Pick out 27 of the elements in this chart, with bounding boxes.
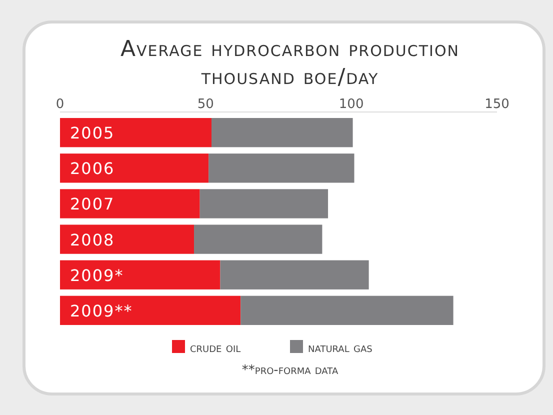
chart-title: Average hydrocarbon production <box>120 37 460 62</box>
bar <box>60 189 200 218</box>
text: **pro-forma data <box>242 363 339 378</box>
x-tick-label: 100 <box>338 97 364 112</box>
y-tick-label: 2006 <box>70 159 115 178</box>
bar <box>60 224 194 254</box>
bar <box>60 118 212 148</box>
y-tick-label: 2005 <box>70 124 115 143</box>
legend-label: crude oil <box>190 341 241 356</box>
legend-label: natural gas <box>308 341 373 356</box>
x-tick-label: 50 <box>197 97 214 112</box>
bar <box>60 296 241 325</box>
x-tick-label: 0 <box>56 97 64 112</box>
bar <box>60 154 209 183</box>
x-tick-label: 150 <box>484 97 510 112</box>
bar <box>208 154 354 183</box>
y-tick-label: 2009** <box>70 301 133 320</box>
bar <box>220 260 369 290</box>
bar <box>200 189 328 218</box>
bar <box>60 260 220 290</box>
y-tick-label: 2008 <box>70 230 115 250</box>
y-tick-label: 2009* <box>70 266 124 285</box>
chart-subtitle: thousand boe/day <box>200 65 379 90</box>
bar <box>211 118 353 148</box>
bar <box>194 224 322 254</box>
bar <box>240 296 454 325</box>
y-tick-label: 2007 <box>70 194 115 214</box>
